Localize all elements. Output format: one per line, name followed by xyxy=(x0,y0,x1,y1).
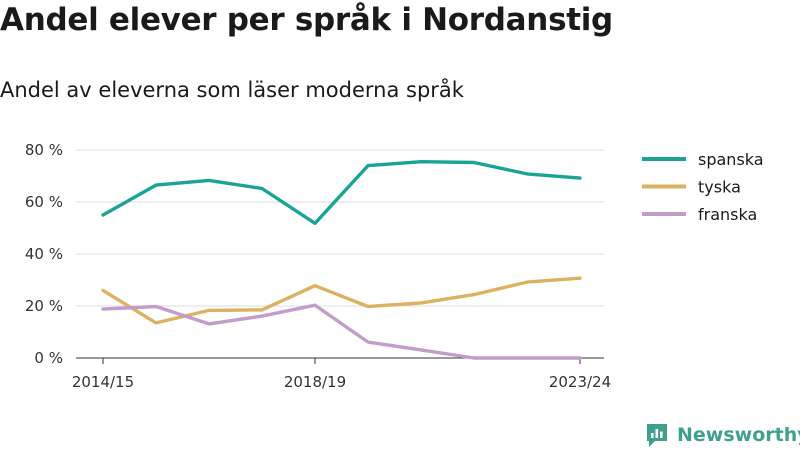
x-tick-label: 2014/15 xyxy=(72,373,134,391)
newsworthy-logo-icon xyxy=(647,424,667,447)
y-tick-label: 40 % xyxy=(25,245,63,263)
series-line-franska xyxy=(101,303,582,360)
series-lines xyxy=(101,159,582,360)
x-tick-label: 2023/24 xyxy=(549,373,611,391)
legend-label-tyska: tyska xyxy=(698,178,741,197)
x-axis-labels: 2014/15 2018/19 2023/24 xyxy=(72,373,611,391)
y-axis-labels: 0 % 20 % 40 % 60 % 80 % xyxy=(25,141,63,367)
brand-name: Newsworthy xyxy=(677,424,800,446)
y-tick-label: 80 % xyxy=(25,141,63,159)
legend-label-franska: franska xyxy=(698,205,757,224)
legend-label-spanska: spanska xyxy=(698,150,764,169)
series-line-tyska xyxy=(101,276,582,325)
y-tick-label: 0 % xyxy=(34,349,63,367)
x-tick-label: 2018/19 xyxy=(284,373,346,391)
chart-title: Andel elever per språk i Nordanstig xyxy=(0,2,613,38)
line-chart: 0 % 20 % 40 % 60 % 80 % 2014/15 2018/19 2023/2… xyxy=(25,141,764,391)
y-tick-label: 60 % xyxy=(25,193,63,211)
grid-lines xyxy=(76,149,604,307)
brand-logo: Newsworthy xyxy=(645,421,800,449)
series-line-spanska xyxy=(101,159,582,226)
legend: spanska tyska franska xyxy=(642,150,764,224)
y-tick-label: 20 % xyxy=(25,297,63,315)
chart-subtitle: Andel av eleverna som läser moderna språ… xyxy=(0,78,464,102)
